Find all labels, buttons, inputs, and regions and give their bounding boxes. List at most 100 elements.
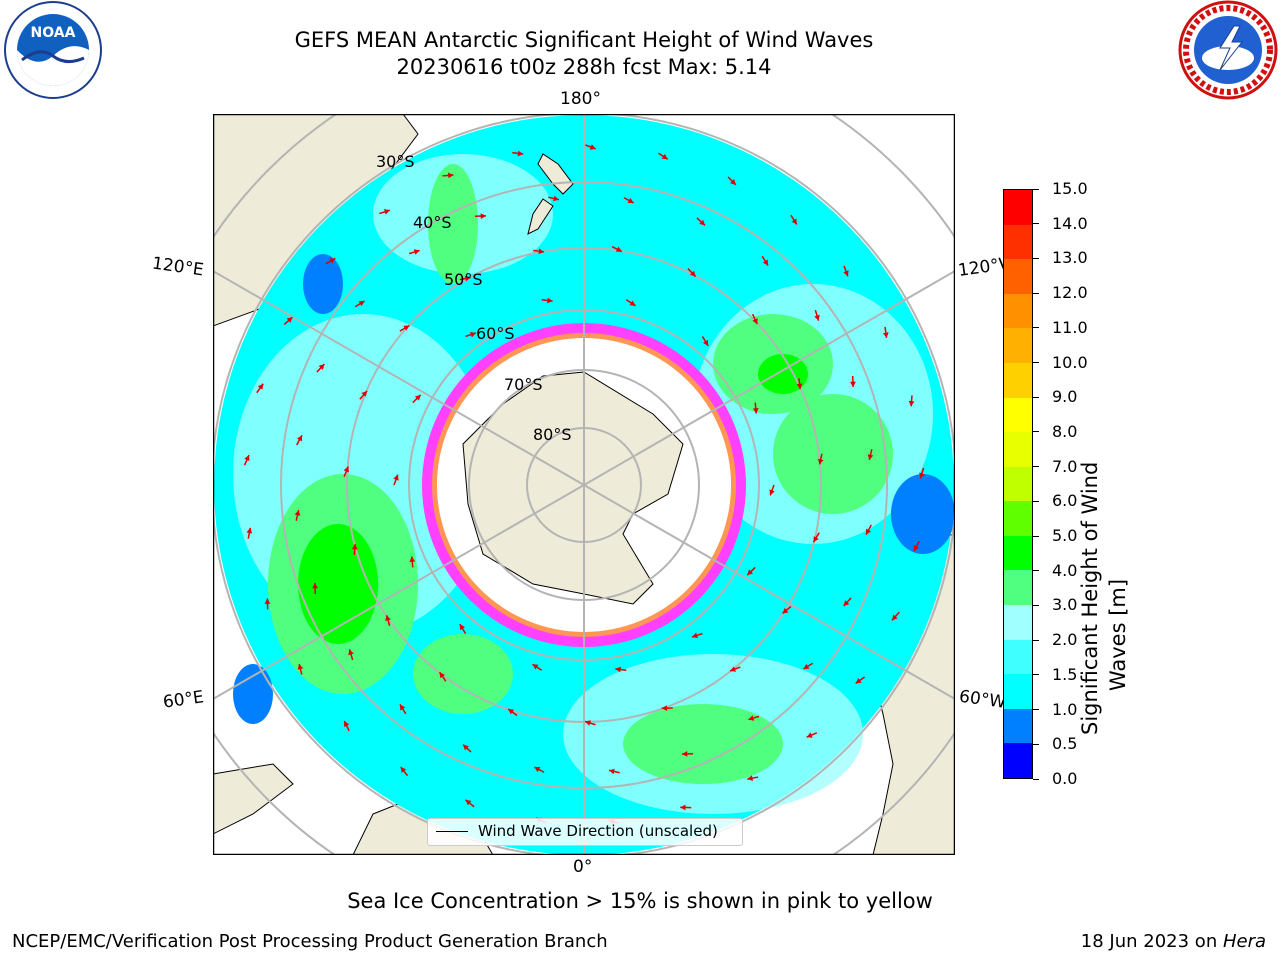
colorbar-tick-label: 1.5 — [1052, 664, 1078, 684]
lat-label-80s: 80°S — [533, 425, 572, 444]
wind-wave-arrowhead — [414, 394, 421, 401]
wind-wave-arrowhead — [534, 767, 541, 773]
wind-wave-arrowhead — [361, 390, 368, 397]
colorbar-tick-mark — [1033, 639, 1039, 641]
colorbar-tick-label: 15.0 — [1052, 179, 1088, 198]
wind-wave-arrowhead — [762, 259, 769, 266]
wind-wave-arrowhead — [413, 249, 420, 255]
map-svg — [137, 38, 1031, 932]
colorbar-tick-label: 5.0 — [1052, 526, 1078, 546]
wind-wave-arrowhead — [752, 407, 759, 414]
wind-wave-arrowhead — [627, 197, 634, 203]
wind-wave-arrowhead — [403, 325, 410, 331]
colorbar-tick-label: 10.0 — [1052, 352, 1088, 372]
colorbar-segment — [1004, 190, 1032, 225]
wind-wave-arrowhead — [343, 466, 349, 473]
antarctica-land — [462, 371, 684, 605]
wind-wave-arrowhead — [692, 632, 698, 639]
wind-wave-arrowhead — [748, 715, 755, 721]
wind-wave-arrowhead — [791, 218, 797, 225]
wind-wave-arrowhead — [348, 649, 354, 656]
colorbar-tick-mark — [1033, 188, 1039, 190]
wind-wave-arrowhead — [806, 732, 813, 738]
colorbar-segment — [1004, 535, 1032, 571]
colorbar-tick-mark — [1033, 223, 1039, 225]
colorbar-tick-label: 9.0 — [1052, 387, 1078, 407]
colorbar-segment — [1004, 466, 1032, 502]
colorbar-segment — [1004, 293, 1032, 329]
wind-wave-arrowhead — [843, 270, 849, 277]
colorbar-tick-label: 0.0 — [1052, 769, 1078, 788]
colorbar-tick-mark — [1033, 466, 1039, 468]
wind-wave-arrowhead — [459, 624, 466, 631]
colorbar-segment — [1004, 674, 1032, 709]
wind-wave-arrowhead — [850, 381, 856, 387]
wind-wave-arrowhead — [908, 400, 915, 407]
wind-wave-arrowhead — [730, 179, 736, 185]
colorbar-tick-label: 13.0 — [1052, 248, 1088, 268]
colorbar-tick-mark — [1033, 500, 1039, 502]
wind-wave-arrowhead — [547, 297, 553, 304]
lat-label-60s: 60°S — [476, 324, 515, 343]
wind-wave-arrowhead — [682, 751, 688, 757]
wind-wave-arrowhead — [589, 144, 596, 150]
wind-wave-arrowhead — [585, 720, 591, 726]
footer-date-text: 18 Jun 2023 on — [1080, 931, 1223, 952]
wind-wave-arrowhead — [439, 672, 445, 679]
wind-wave-arrowhead — [409, 556, 416, 563]
wind-wave-arrowhead — [891, 614, 898, 621]
wind-wave-arrowhead — [913, 544, 919, 551]
wind-wave-arrowhead — [246, 527, 253, 534]
footer-date: 18 Jun 2023 on Hera — [1081, 931, 1266, 952]
colorbar-tick-mark — [1033, 778, 1039, 780]
africa-land — [213, 763, 294, 835]
colorbar-tick-label: 6.0 — [1052, 491, 1078, 511]
colorbar-tick-mark — [1033, 257, 1039, 259]
colorbar-tick-label: 11.0 — [1052, 317, 1088, 337]
wind-wave-arrowhead — [400, 767, 407, 773]
wind-wave-arrowhead — [747, 775, 753, 781]
sea-ice-note: Sea Ice Concentration > 15% is shown in … — [347, 889, 933, 913]
colorbar-tick-mark — [1033, 362, 1039, 364]
wind-wave-arrowhead — [470, 331, 476, 338]
colorbar-segment — [1004, 259, 1032, 294]
colorbar-tick-mark — [1033, 431, 1039, 433]
colorbar-segment — [1004, 328, 1032, 363]
colorbar-label-line1: Significant Height of Wind — [1078, 461, 1102, 735]
colorbar-segment — [1004, 708, 1032, 744]
colorbar-label: Significant Height of Wind Waves [m] — [1076, 461, 1136, 735]
noaa-logo-text: NOAA — [31, 25, 76, 41]
lon-label-180: 180° — [560, 89, 601, 109]
wind-wave-arrowhead — [385, 615, 391, 622]
footer-branch: NCEP/EMC/Verification Post Processing Pr… — [12, 931, 608, 952]
colorbar-segment — [1004, 743, 1032, 778]
colorbar-segment — [1004, 501, 1032, 536]
wind-wave-arrowhead — [699, 219, 705, 226]
lon-label-0: 0° — [573, 857, 593, 877]
wind-wave-arrowhead — [244, 455, 250, 462]
wind-wave-arrowhead — [615, 666, 621, 673]
colorbar-tick-label: 1.0 — [1052, 699, 1078, 719]
map-legend: Wind Wave Direction (unscaled) — [427, 818, 743, 846]
wind-wave-arrowhead — [882, 332, 889, 338]
colorbar-segment — [1004, 639, 1032, 675]
wind-wave-arrowhead — [344, 720, 350, 727]
footer-machine: Hera — [1222, 931, 1266, 952]
wind-wave-arrowhead — [296, 435, 302, 442]
noaa-logo: NOAA — [0, 0, 106, 100]
wind-wave-arrowhead — [867, 454, 874, 460]
wind-wave-arrowhead — [465, 799, 472, 806]
lat-label-50s: 50°S — [444, 270, 483, 289]
wind-wave-arrowhead — [538, 248, 545, 255]
colorbar-tick-label: 0.5 — [1052, 734, 1078, 754]
colorbar-tick-mark — [1033, 327, 1039, 329]
wind-wave-arrowhead — [286, 317, 293, 323]
colorbar-tick-mark — [1033, 570, 1039, 572]
colorbar-tick-label: 14.0 — [1052, 213, 1088, 233]
colorbar-segment — [1004, 397, 1032, 433]
wind-wave-arrowhead — [508, 708, 515, 715]
wind-wave-arrowhead — [919, 472, 925, 479]
colorbar-tick-label: 3.0 — [1052, 595, 1078, 615]
nws-logo — [1176, 0, 1280, 100]
legend-label: Wind Wave Direction (unscaled) — [478, 822, 718, 840]
